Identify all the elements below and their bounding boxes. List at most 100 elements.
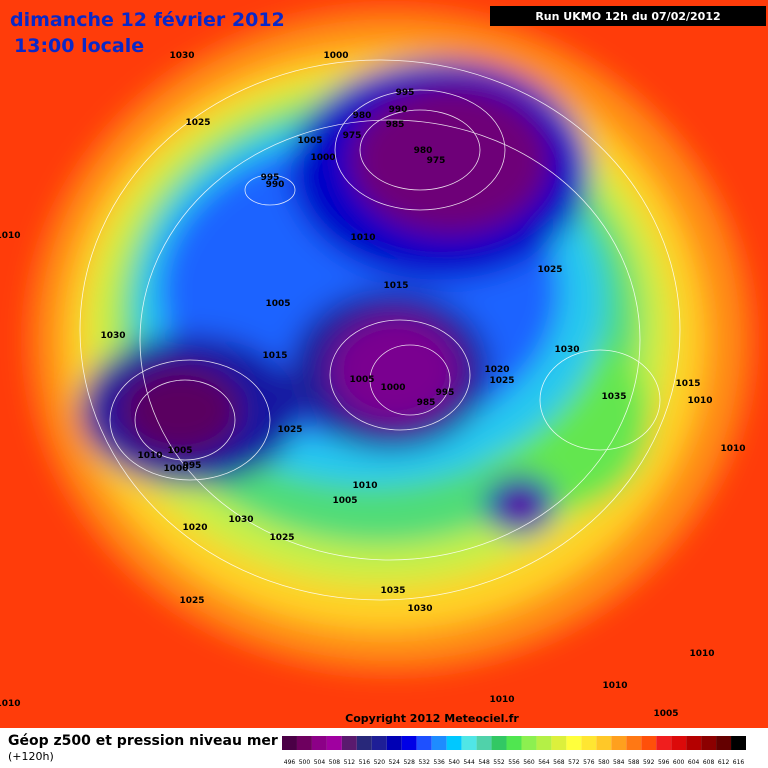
isobar-label: 1015 [383, 281, 408, 291]
legend-label: 572 [568, 759, 580, 766]
legend-swatch [341, 736, 357, 750]
legend-label: 496 [284, 759, 296, 766]
legend-label: 516 [359, 759, 371, 766]
isobar-label: 995 [396, 88, 415, 98]
legend-label: 592 [643, 759, 655, 766]
field [0, 0, 768, 728]
isobar-label: 1035 [380, 586, 405, 596]
isobar-label: 1030 [407, 604, 432, 614]
legend-swatch [386, 736, 402, 750]
legend-label: 600 [673, 759, 685, 766]
legend-label: 520 [374, 759, 386, 766]
legend-swatch [356, 736, 372, 750]
isobar-label: 1000 [310, 153, 335, 163]
isobar-label: 995 [436, 388, 455, 398]
isobar-label: 1025 [489, 376, 514, 386]
legend-swatch [311, 736, 327, 750]
isobar-label: 975 [427, 156, 446, 166]
isobar-label: 995 [261, 173, 280, 183]
legend-swatch [701, 736, 717, 750]
legend-label: 512 [344, 759, 356, 766]
legend-label: 508 [329, 759, 341, 766]
isobar-label: 1005 [349, 375, 374, 385]
isobar-label: 985 [386, 120, 405, 130]
isobar-label: 975 [343, 131, 362, 141]
isobar-label: 1010 [0, 231, 21, 241]
legend-label: 564 [538, 759, 550, 766]
isobar-label: 985 [417, 398, 436, 408]
legend-swatch [401, 736, 417, 750]
legend-label: 580 [598, 759, 610, 766]
legend-swatch [656, 736, 672, 750]
legend-label: 552 [493, 759, 505, 766]
isobar-label: 1025 [537, 265, 562, 275]
isobar-label: 1030 [228, 515, 253, 525]
isobar-label: 1020 [182, 523, 207, 533]
legend-swatch [326, 736, 342, 750]
legend-swatch [431, 736, 447, 750]
isobar-label: 1000 [163, 464, 188, 474]
legend-swatch [521, 736, 537, 750]
run-box [490, 6, 766, 26]
isobar-label: 1005 [332, 496, 357, 506]
isobar-label: 1010 [602, 681, 627, 691]
isobar-label: 980 [353, 111, 372, 121]
isobar-label: 980 [414, 146, 433, 156]
legend-swatch [461, 736, 477, 750]
legend-label: 528 [403, 759, 415, 766]
legend-label: 500 [299, 759, 311, 766]
legend-swatch [671, 736, 687, 750]
legend-swatch [536, 736, 552, 750]
legend-label: 540 [448, 759, 460, 766]
isobar-label: 1010 [489, 695, 514, 705]
legend-swatch [716, 736, 732, 750]
isobar-label: 1010 [352, 481, 377, 491]
legend-swatch [506, 736, 522, 750]
footer-lead: (+120h) [8, 750, 54, 763]
isobar-labels: 1030 100010259959909809859751005100098097… [0, 51, 746, 719]
isobar-label: 1030 [554, 345, 579, 355]
isobar-label: 1010 [720, 444, 745, 454]
legend-label: 524 [389, 759, 401, 766]
legend-label: 588 [628, 759, 640, 766]
legend-label: 608 [703, 759, 715, 766]
legend-swatch [282, 736, 297, 750]
legend-swatch [416, 736, 432, 750]
legend-label: 536 [433, 759, 445, 766]
legend-swatch [566, 736, 582, 750]
legend-label: 604 [688, 759, 700, 766]
isobar-label: 1025 [277, 425, 302, 435]
isobar-label: 1010 [687, 396, 712, 406]
legend-swatch [551, 736, 567, 750]
legend-label: 544 [463, 759, 475, 766]
legend-label: 568 [553, 759, 565, 766]
isobar-label: 1000 [323, 51, 348, 61]
isobar-label: 1020 [484, 365, 509, 375]
isobar-label: 1005 [297, 136, 322, 146]
legend-swatch [491, 736, 507, 750]
isobar-label: 1000 [380, 383, 405, 393]
isobar-label: 990 [266, 180, 285, 190]
isobar-label: 1010 [350, 233, 375, 243]
legend-swatch [296, 736, 312, 750]
legend-swatch [581, 736, 597, 750]
isobar-label: 1005 [265, 299, 290, 309]
legend-label: 548 [478, 759, 490, 766]
isobar-label: 995 [183, 461, 202, 471]
isobar-label: 1010 [0, 699, 21, 709]
legend-swatch [446, 736, 462, 750]
isobar-label: 1025 [269, 533, 294, 543]
legend-swatch [626, 736, 642, 750]
legend-swatch [686, 736, 702, 750]
legend-label: 556 [508, 759, 520, 766]
isobar-label: 1035 [601, 392, 626, 402]
isobar-label: 1025 [179, 596, 204, 606]
copyright: Copyright 2012 Meteociel.fr [345, 712, 519, 725]
legend-swatch [596, 736, 612, 750]
legend-label: 576 [583, 759, 595, 766]
legend: 496 500 504 508 512 516 520 524 528 532 536 540 544 5… [282, 736, 746, 766]
legend-label: 612 [718, 759, 730, 766]
isobar-label: 1005 [653, 709, 678, 719]
isobar-label: 1030 [169, 51, 194, 61]
